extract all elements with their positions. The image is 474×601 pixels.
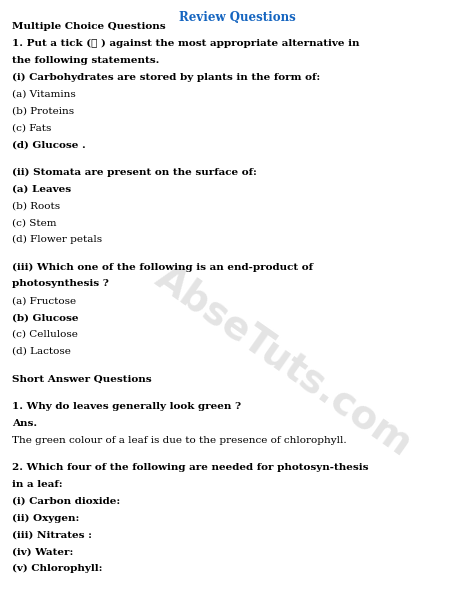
- Text: (ii) Stomata are present on the surface of:: (ii) Stomata are present on the surface …: [12, 168, 257, 177]
- Text: (d) Glucose .: (d) Glucose .: [12, 140, 86, 149]
- Text: (a) Leaves: (a) Leaves: [12, 185, 71, 194]
- Text: 2. Which four of the following are needed for photosyn-thesis: 2. Which four of the following are neede…: [12, 463, 368, 472]
- Text: (v) Chlorophyll:: (v) Chlorophyll:: [12, 564, 102, 573]
- Text: Short Answer Questions: Short Answer Questions: [12, 374, 152, 383]
- Text: AbseTuts.com: AbseTuts.com: [149, 258, 420, 463]
- Text: (d) Flower petals: (d) Flower petals: [12, 235, 102, 244]
- Text: the following statements.: the following statements.: [12, 56, 159, 65]
- Text: (iv) Water:: (iv) Water:: [12, 548, 73, 557]
- Text: Review Questions: Review Questions: [179, 11, 295, 24]
- Text: (ii) Oxygen:: (ii) Oxygen:: [12, 514, 79, 523]
- Text: photosynthesis ?: photosynthesis ?: [12, 279, 109, 288]
- Text: (a) Fructose: (a) Fructose: [12, 296, 76, 305]
- Text: (i) Carbohydrates are stored by plants in the form of:: (i) Carbohydrates are stored by plants i…: [12, 73, 320, 82]
- Text: (iii) Nitrates :: (iii) Nitrates :: [12, 531, 92, 540]
- Text: (b) Glucose: (b) Glucose: [12, 313, 78, 322]
- Text: (d) Lactose: (d) Lactose: [12, 347, 71, 356]
- Text: (i) Carbon dioxide:: (i) Carbon dioxide:: [12, 497, 120, 506]
- Text: (c) Fats: (c) Fats: [12, 123, 51, 132]
- Text: (b) Proteins: (b) Proteins: [12, 106, 74, 115]
- Text: Multiple Choice Questions: Multiple Choice Questions: [12, 22, 165, 31]
- Text: (b) Roots: (b) Roots: [12, 201, 60, 210]
- Text: (c) Stem: (c) Stem: [12, 218, 56, 227]
- Text: 1. Why do leaves generally look green ?: 1. Why do leaves generally look green ?: [12, 402, 241, 411]
- Text: (iii) Which one of the following is an end-product of: (iii) Which one of the following is an e…: [12, 263, 313, 272]
- Text: The green colour of a leaf is due to the presence of chlorophyll.: The green colour of a leaf is due to the…: [12, 436, 346, 445]
- Text: 1. Put a tick (✓ ) against the most appropriate alternative in: 1. Put a tick (✓ ) against the most appr…: [12, 39, 359, 48]
- Text: Ans.: Ans.: [12, 419, 37, 428]
- Text: (a) Vitamins: (a) Vitamins: [12, 90, 75, 99]
- Text: in a leaf:: in a leaf:: [12, 480, 63, 489]
- Text: (c) Cellulose: (c) Cellulose: [12, 330, 78, 339]
